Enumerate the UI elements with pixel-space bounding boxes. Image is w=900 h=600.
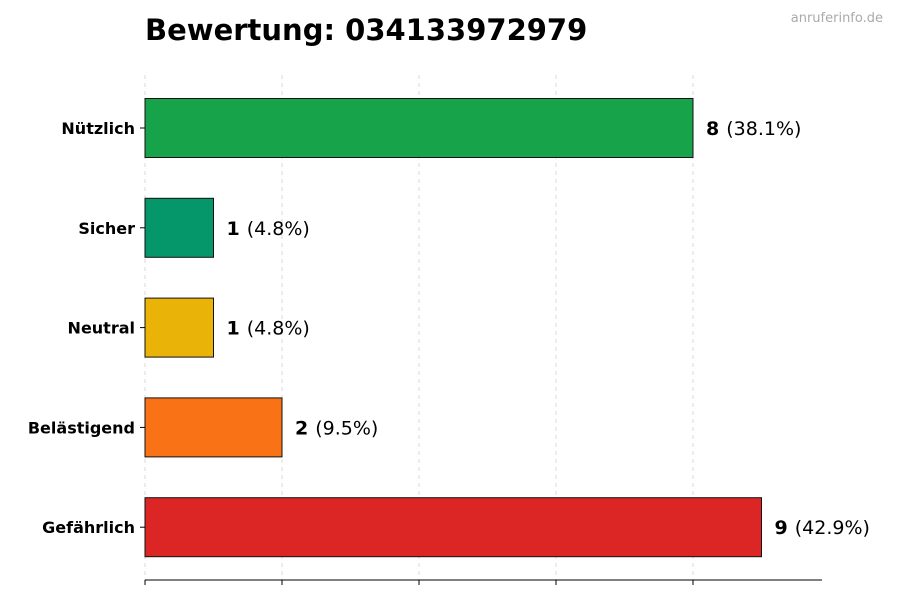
data-label: 1 (4.8%) — [227, 218, 310, 240]
category-label: Gefährlich — [42, 518, 135, 537]
bar-2 — [144, 297, 214, 358]
data-label-percent: (9.5%) — [315, 417, 378, 439]
data-label: 9 (42.9%) — [775, 517, 870, 539]
bar-4 — [144, 497, 762, 558]
data-label-count: 1 — [227, 218, 240, 240]
category-label: Neutral — [68, 319, 135, 338]
data-label: 1 (4.8%) — [227, 318, 310, 340]
data-label-count: 2 — [295, 417, 308, 439]
data-label: 8 (38.1%) — [706, 118, 801, 140]
category-label: Sicher — [78, 219, 135, 238]
data-label-percent: (42.9%) — [795, 517, 870, 539]
data-label-count: 1 — [227, 318, 240, 340]
data-label-count: 9 — [775, 517, 788, 539]
bar-3 — [144, 397, 283, 458]
bar-0 — [144, 98, 694, 158]
chart-title: Bewertung: 034133972979 — [145, 13, 587, 47]
data-label: 2 (9.5%) — [295, 417, 378, 439]
bar-1 — [144, 197, 214, 258]
data-label-count: 8 — [706, 118, 719, 140]
category-label: Nützlich — [61, 119, 135, 138]
bars: 8 (38.1%) 1 (4.8%) 1 (4.8%) 2 (9.5%) 9 (42.9%) — [144, 98, 870, 558]
axes: Nützlich Sicher Neutral Belästigend Gefährli… — [28, 119, 822, 585]
category-label: Belästigend — [28, 418, 135, 437]
data-label-percent: (4.8%) — [247, 218, 310, 240]
data-label-percent: (4.8%) — [247, 318, 310, 340]
data-label-percent: (38.1%) — [726, 118, 801, 140]
watermark: anruferinfo.de — [791, 11, 883, 26]
